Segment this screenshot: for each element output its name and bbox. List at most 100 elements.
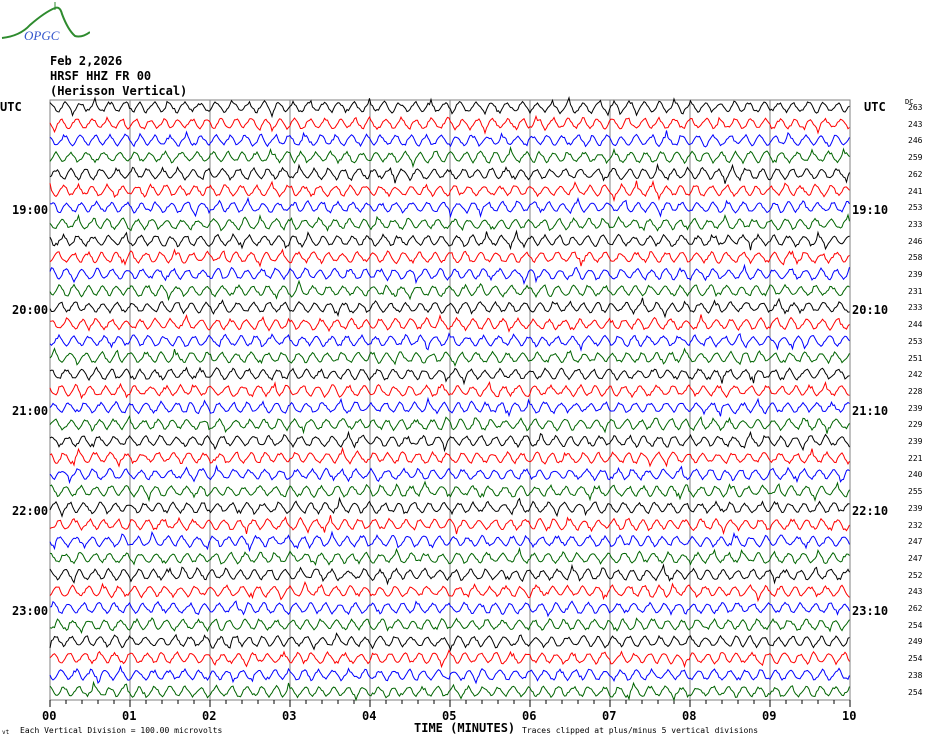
dc-offset-value: 246 <box>908 236 923 246</box>
dc-offset-value: 263 <box>908 103 923 112</box>
seismic-trace <box>49 279 850 302</box>
seismic-trace <box>49 248 850 268</box>
right-time-label: 23:10 <box>852 604 889 618</box>
right-time-label: 19:10 <box>852 203 889 218</box>
x-tick-label: 04 <box>362 709 377 723</box>
dc-offset-value: 239 <box>908 503 923 513</box>
seismic-trace <box>49 332 850 352</box>
left-time-label: 20:00 <box>12 303 49 318</box>
seismic-trace <box>49 396 850 418</box>
dc-offset-value: 262 <box>908 604 923 613</box>
right-time-label: 22:10 <box>852 503 889 518</box>
x-tick-label: 10 <box>842 709 857 723</box>
seismic-trace <box>49 213 850 232</box>
dc-offset-value: 251 <box>908 353 923 363</box>
dc-offset-value: 254 <box>908 654 923 664</box>
x-tick-label: 03 <box>282 709 297 723</box>
left-time-label: 22:00 <box>12 503 49 518</box>
x-tick-label: 07 <box>602 709 617 723</box>
x-tick-label: 02 <box>202 709 217 723</box>
svg-text:OPGC: OPGC <box>24 28 60 43</box>
seismic-trace <box>49 313 850 333</box>
dc-offset-value: 255 <box>908 487 923 497</box>
corner-mark: vt <box>2 729 10 736</box>
right-utc-title: UTC <box>864 100 886 114</box>
dc-offset-value: 253 <box>908 336 923 346</box>
seismic-trace <box>49 480 850 503</box>
seismic-trace <box>49 179 850 203</box>
seismic-trace <box>49 229 850 251</box>
dc-offset-value: 239 <box>908 437 923 446</box>
seismic-trace <box>49 546 850 566</box>
x-tick-label: 09 <box>762 709 777 723</box>
dc-offset-value: 246 <box>908 136 923 146</box>
date-label: Feb 2,2026 <box>50 54 123 68</box>
right-time-label: 21:10 <box>852 403 889 418</box>
vertical-division-note: Each Vertical Division = 100.00 microvol… <box>20 726 223 735</box>
station-label: HRSF HHZ FR 00 <box>50 69 152 83</box>
dc-offset-value: 241 <box>908 186 923 196</box>
opgc-logo: OPGC <box>1 2 90 43</box>
left-utc-title: UTC <box>0 100 22 114</box>
dc-offset-value: 254 <box>908 687 923 697</box>
seismic-trace <box>49 297 850 319</box>
seismic-trace <box>49 632 850 652</box>
dc-offset-value: 221 <box>908 453 923 463</box>
x-tick-label: 05 <box>442 709 457 723</box>
x-tick-label: 06 <box>522 709 537 723</box>
left-time-label: 19:00 <box>12 203 49 218</box>
left-time-label: 21:00 <box>12 403 49 418</box>
dc-offset-value: 233 <box>908 303 923 313</box>
dc-offset-value: 229 <box>908 420 923 430</box>
dc-offset-value: 242 <box>908 370 923 380</box>
x-axis-title: TIME (MINUTES) <box>414 721 516 735</box>
dc-offset-value: 252 <box>908 570 923 580</box>
x-tick-label: 08 <box>682 709 697 723</box>
seismic-trace <box>49 380 850 400</box>
clipping-note: Traces clipped at plus/minus 5 vertical … <box>522 726 759 735</box>
seismic-trace <box>49 347 850 367</box>
dc-offset-value: 244 <box>908 320 923 330</box>
seismic-trace <box>49 96 850 119</box>
dc-offset-value: 238 <box>908 670 923 680</box>
seismic-trace <box>49 196 850 219</box>
station-description: (Herisson Vertical) <box>50 84 188 98</box>
dc-offset-value: 254 <box>908 620 923 630</box>
dc-offset-value: 231 <box>908 286 923 296</box>
seismic-trace <box>49 130 850 148</box>
dc-offset-value: 232 <box>908 520 923 530</box>
seismic-trace <box>49 530 850 553</box>
dc-offset-value: 233 <box>908 219 923 229</box>
seismic-trace <box>49 664 850 685</box>
seismic-trace <box>49 580 850 603</box>
left-time-label: 23:00 <box>12 604 49 618</box>
dc-offset-value: 243 <box>908 587 923 597</box>
dc-offset-value: 228 <box>908 386 923 396</box>
seismic-trace <box>49 430 850 453</box>
seismic-trace <box>49 649 850 669</box>
dc-offset-value: 243 <box>908 119 923 129</box>
seismic-trace <box>49 600 850 618</box>
dc-offset-value: 239 <box>908 270 923 279</box>
dc-offset-value: 258 <box>908 253 923 263</box>
x-tick-label: 01 <box>122 709 137 723</box>
seismic-trace <box>49 617 850 635</box>
seismic-trace <box>49 263 850 286</box>
seismic-trace <box>49 145 850 169</box>
seismic-trace <box>49 680 850 702</box>
dc-offset-value: 249 <box>908 637 923 647</box>
seismic-trace <box>49 446 850 468</box>
dc-offset-value: 247 <box>908 553 923 563</box>
seismic-trace <box>49 366 850 386</box>
right-time-label: 20:10 <box>852 303 889 318</box>
seismic-trace <box>49 496 850 518</box>
dc-offset-value: 253 <box>908 203 923 213</box>
seismic-trace <box>49 515 850 536</box>
seismic-trace <box>49 114 850 135</box>
dc-header: DC <box>905 98 914 106</box>
dc-offset-value: 239 <box>908 403 923 413</box>
dc-offset-value: 259 <box>908 153 923 163</box>
seismic-trace <box>49 464 850 485</box>
seismic-trace <box>49 162 850 184</box>
